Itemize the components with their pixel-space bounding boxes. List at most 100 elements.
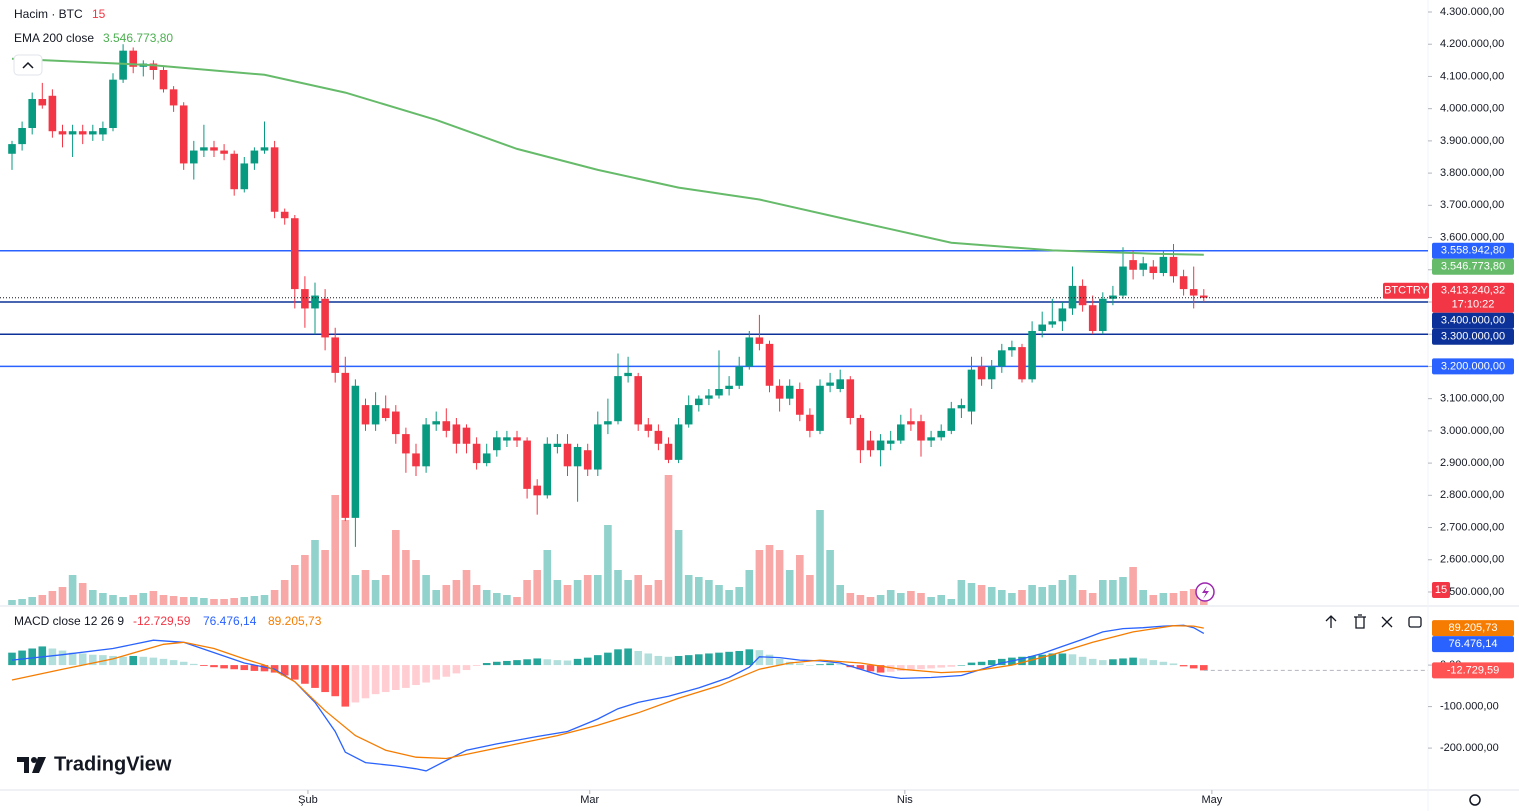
collapse-button[interactable] [13, 54, 43, 76]
volume-bar [725, 590, 733, 605]
candle-body [270, 147, 279, 212]
collapse-pane-button[interactable] [1381, 616, 1393, 628]
candle-body [785, 385, 794, 399]
histogram-bar [169, 660, 178, 666]
histogram-bar [523, 659, 531, 666]
volume-bar [1088, 593, 1097, 605]
candle-body [1200, 295, 1208, 298]
y-tick-label: 2.600.000,00 [1440, 554, 1504, 566]
histogram-bar [422, 665, 430, 683]
histogram-bar [1109, 659, 1117, 666]
histogram-bar [816, 664, 824, 666]
volume-bar [190, 597, 198, 605]
volume-bar [1109, 580, 1117, 605]
x-tick-label: Mar [580, 794, 599, 806]
candle-body [523, 440, 531, 489]
volume-bar [553, 580, 562, 605]
candle-body [8, 144, 16, 154]
histogram-bar [735, 650, 743, 666]
histogram-bar [826, 663, 834, 666]
volume-bar [1179, 591, 1188, 605]
volume-bar [260, 595, 269, 605]
histogram-bar [644, 653, 653, 666]
volume-bar [907, 591, 915, 605]
candle-body [846, 379, 855, 418]
histogram-bar [998, 658, 1006, 666]
histogram-bar [583, 657, 592, 666]
macd-legend: MACD close 12 26 9 [14, 614, 124, 628]
candle-body [684, 405, 693, 425]
candle-body [624, 372, 632, 377]
histogram-bar [432, 665, 440, 680]
histogram-bar [634, 650, 642, 666]
histogram-bar [230, 665, 238, 670]
x-tick-label: Şub [298, 794, 318, 806]
candle-body [1129, 260, 1137, 270]
volume-bar [816, 510, 824, 605]
histogram-bar [1149, 660, 1158, 666]
histogram-bar [1018, 656, 1026, 666]
candle-body [998, 350, 1006, 367]
y-tick-label: 3.100.000,00 [1440, 393, 1504, 405]
candle-body [614, 376, 622, 422]
volume-bar [240, 597, 249, 605]
candle-body [341, 372, 350, 518]
volume-bar [886, 590, 895, 605]
candle-body [462, 427, 471, 444]
maximize-button[interactable] [1408, 616, 1422, 628]
ema-badge [1432, 258, 1514, 275]
y-tick-label: 2.800.000,00 [1440, 489, 1504, 501]
volume-bar [68, 575, 77, 605]
histogram-bar [48, 648, 57, 666]
candle-body [68, 131, 77, 135]
histogram-bar [886, 665, 895, 672]
volume-bar [523, 580, 531, 605]
candle-body [1139, 263, 1147, 270]
settings-button[interactable] [1469, 794, 1481, 806]
candle-body [826, 382, 834, 386]
volume-bar [1048, 585, 1057, 605]
histogram-bar [200, 665, 208, 666]
histogram-bar [664, 656, 673, 666]
candle-body [260, 147, 269, 151]
candle-body [1028, 330, 1036, 380]
volume-bar [876, 595, 885, 605]
volume-bar [664, 475, 673, 605]
histogram-bar [361, 665, 370, 699]
candle-body [1169, 256, 1178, 277]
x-tick-label: May [1201, 794, 1222, 806]
histogram-bar [765, 654, 774, 666]
candle-body [78, 131, 87, 135]
ema-badge-text: 3.546.773,80 [1441, 261, 1505, 273]
volume-bar [230, 598, 238, 605]
candle-body [149, 63, 158, 70]
symbol-badge [1383, 282, 1429, 299]
volume-bar [583, 575, 592, 605]
volume-bar [957, 580, 966, 605]
volume-bar [1099, 580, 1107, 605]
candle-body [28, 98, 36, 128]
histogram-bar [311, 665, 319, 688]
histogram-bar [775, 658, 784, 666]
histogram-bar [280, 665, 289, 676]
histogram-bar [291, 665, 299, 680]
volume-bar [392, 530, 400, 605]
volume-bar [210, 599, 218, 605]
candle-body [604, 421, 612, 425]
ema-legend-value: 3.546.773,80 [103, 31, 173, 45]
histogram-bar [876, 665, 885, 673]
move-up-button[interactable] [1325, 615, 1337, 628]
histogram-bar [654, 655, 663, 666]
histogram-bar [381, 665, 390, 693]
candle-body [402, 434, 410, 454]
candle-body [240, 163, 249, 190]
volume-bar [533, 570, 541, 605]
pane-toolbar [1325, 614, 1422, 629]
volume-bar [442, 585, 451, 605]
histogram-bar [452, 665, 461, 674]
histogram-bar [58, 650, 67, 666]
volume-bar [1078, 590, 1087, 605]
delete-button[interactable] [1354, 614, 1366, 629]
candle-body [553, 443, 562, 447]
